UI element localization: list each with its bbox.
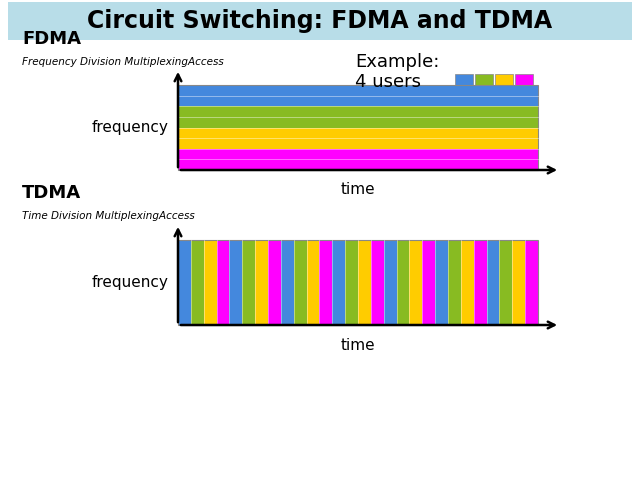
Bar — [525, 240, 538, 325]
Bar — [397, 240, 410, 325]
Bar — [178, 138, 538, 149]
Text: frequency: frequency — [91, 120, 168, 135]
Bar — [294, 240, 307, 325]
Text: frequency: frequency — [91, 275, 168, 290]
Bar — [384, 240, 397, 325]
Text: time: time — [340, 182, 375, 197]
Bar — [475, 74, 493, 92]
Bar — [255, 240, 268, 325]
Bar — [191, 240, 204, 325]
Bar — [448, 240, 461, 325]
Bar — [435, 240, 448, 325]
Bar — [307, 240, 319, 325]
Bar — [178, 85, 538, 170]
Bar — [410, 240, 422, 325]
Bar — [281, 240, 294, 325]
Bar — [515, 74, 533, 92]
Bar — [499, 240, 512, 325]
Bar — [474, 240, 486, 325]
Bar — [332, 240, 345, 325]
Bar — [178, 85, 538, 96]
Bar — [345, 240, 358, 325]
Bar — [178, 149, 538, 159]
Bar — [422, 240, 435, 325]
Text: Time Division MultiplexingAccess: Time Division MultiplexingAccess — [22, 211, 195, 221]
Bar — [495, 74, 513, 92]
Text: Frequency Division MultiplexingAccess: Frequency Division MultiplexingAccess — [22, 57, 224, 67]
Bar — [178, 117, 538, 128]
Text: 4 users: 4 users — [355, 73, 421, 91]
Bar — [319, 240, 332, 325]
Bar — [8, 2, 632, 40]
Bar — [512, 240, 525, 325]
Bar — [178, 240, 191, 325]
Text: FDMA: FDMA — [22, 30, 81, 48]
Text: Circuit Switching: FDMA and TDMA: Circuit Switching: FDMA and TDMA — [88, 9, 552, 33]
Bar — [243, 240, 255, 325]
Bar — [178, 96, 538, 106]
Text: time: time — [340, 337, 375, 352]
Bar — [358, 240, 371, 325]
Bar — [486, 240, 499, 325]
Bar — [178, 240, 538, 325]
Bar — [178, 128, 538, 138]
Bar — [204, 240, 216, 325]
Bar — [178, 159, 538, 170]
Bar — [371, 240, 384, 325]
Bar — [216, 240, 229, 325]
Bar — [455, 74, 473, 92]
Bar — [229, 240, 243, 325]
Bar — [268, 240, 281, 325]
Bar — [461, 240, 474, 325]
Text: TDMA: TDMA — [22, 184, 81, 202]
Text: Example:: Example: — [355, 53, 440, 71]
Bar — [178, 106, 538, 117]
